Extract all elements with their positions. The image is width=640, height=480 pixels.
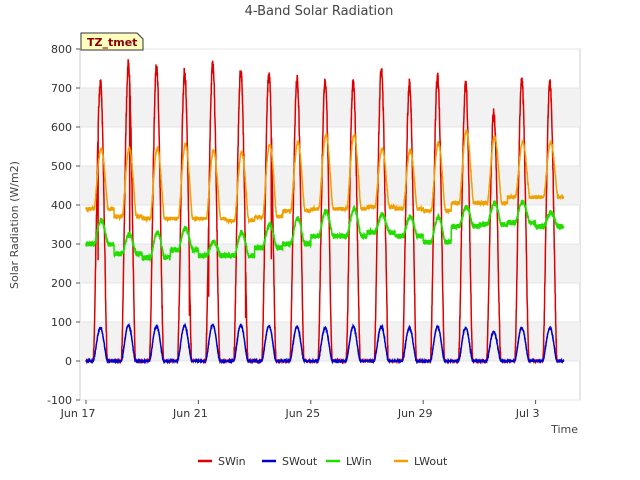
x-tick-label: Jul 3 xyxy=(515,407,540,420)
y-tick-label: 400 xyxy=(51,199,72,212)
x-axis-label: Time xyxy=(550,423,578,436)
legend-item: SWout xyxy=(282,455,318,468)
legend: SWin SWout LWin LWout xyxy=(198,455,448,468)
y-tick-label: 700 xyxy=(51,82,72,95)
y-tick-label: 200 xyxy=(51,277,72,290)
legend-item: LWin xyxy=(346,455,372,468)
x-axis-ticks: Jun 17 Jun 21 Jun 25 Jun 29 Jul 3 xyxy=(60,400,540,420)
tz-badge: TZ_tmet xyxy=(80,32,144,51)
y-tick-label: 300 xyxy=(51,238,72,251)
series-line-lwin xyxy=(85,199,565,263)
y-tick-label: 0 xyxy=(65,355,72,368)
x-tick-label: Jun 17 xyxy=(60,407,96,420)
y-axis-label: Solar Radiation (W/m2) xyxy=(8,161,21,289)
legend-item: LWout xyxy=(414,455,448,468)
x-tick-label: Jun 21 xyxy=(172,407,208,420)
chart-title: 4-Band Solar Radiation xyxy=(245,4,394,19)
series-lines xyxy=(85,59,565,365)
legend-item: SWin xyxy=(218,455,246,468)
x-tick-label: Jun 25 xyxy=(284,407,320,420)
series-line-swout xyxy=(85,322,565,365)
y-tick-label: 100 xyxy=(51,316,72,329)
y-axis-ticks: -100 0 100 200 300 400 500 600 700 800 xyxy=(47,43,80,407)
x-tick-label: Jun 29 xyxy=(397,407,433,420)
tz-label: TZ_tmet xyxy=(87,36,137,49)
y-tick-label: -100 xyxy=(47,394,72,407)
y-tick-label: 800 xyxy=(51,43,72,56)
grid-band xyxy=(80,88,580,127)
series-line-lwout xyxy=(85,129,565,226)
y-tick-label: 500 xyxy=(51,160,72,173)
y-tick-label: 600 xyxy=(51,121,72,134)
